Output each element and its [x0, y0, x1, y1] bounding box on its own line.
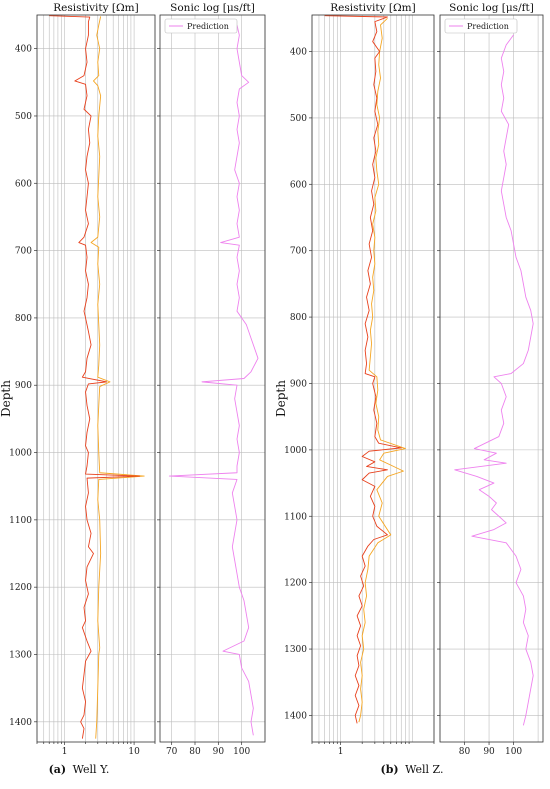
y-tick-label: 1300: [284, 645, 307, 655]
y-tick-label: 900: [290, 379, 307, 389]
panel-well-z-resistivity: Resistivity [Ωm]140050060070080090010001…: [274, 2, 435, 757]
panel-title: Sonic log [μs/ft]: [449, 2, 534, 14]
panel-title: Resistivity [Ωm]: [330, 2, 415, 14]
y-tick-label: 500: [15, 112, 32, 122]
y-tick-label: 1000: [284, 446, 307, 456]
panel-title: Resistivity [Ωm]: [53, 2, 138, 14]
y-tick-label: 400: [290, 48, 307, 58]
x-tick-label: 1: [62, 747, 68, 757]
x-tick-label: 1: [338, 747, 344, 757]
y-tick-label: 1400: [9, 718, 32, 728]
panel-frame: [311, 14, 435, 743]
y-tick-label: 400: [15, 45, 32, 55]
y-tick-label: 1200: [284, 579, 307, 589]
panel-well-y-sonic: Sonic log [μs/ft] 70 80 90 100 Prediction: [157, 2, 266, 757]
y-tick-label: 600: [15, 179, 32, 189]
panel-well-z-sonic: Sonic log [μs/ft] 80 90 100 Prediction: [437, 2, 544, 757]
y-axis-label: Depth: [274, 380, 288, 417]
y-tick-label: 1300: [9, 650, 32, 660]
panel-well-y-resistivity: Resistivity [Ωm] 1 10 400 500 600 700 800 900 100…: [0, 2, 156, 757]
caption-a-text: Well Y.: [73, 763, 110, 776]
y-tick-label: 1000: [9, 449, 32, 459]
legend-label: Prediction: [467, 22, 509, 31]
x-tick-label: 10: [128, 747, 140, 757]
y-tick-label: 1100: [9, 516, 32, 526]
y-tick-label: 900: [15, 381, 32, 391]
x-tick-label: 80: [459, 747, 471, 757]
series-line-0: [168, 24, 259, 736]
caption-a-label: (a): [49, 763, 67, 776]
y-tick-label: 600: [290, 180, 307, 190]
x-tick-label: 100: [505, 747, 522, 757]
x-tick-label: 70: [166, 747, 178, 757]
legend-box: [164, 18, 238, 34]
panel-frame: [439, 14, 544, 743]
y-tick-label: 800: [15, 314, 32, 324]
series-line-1: [49, 15, 141, 739]
caption-b: (b) Well Z.: [380, 763, 443, 776]
x-tick-label: 100: [233, 747, 250, 757]
y-tick-label: 1200: [9, 583, 32, 593]
x-tick-label: 90: [213, 747, 225, 757]
y-tick-label: 1100: [284, 512, 307, 522]
y-tick-label: 700: [15, 247, 32, 257]
y-tick-label: 1400: [284, 711, 307, 721]
series-line-0: [358, 17, 406, 723]
legend-label: Prediction: [187, 22, 229, 31]
series-line-0: [90, 16, 145, 739]
panel-frame: [159, 14, 266, 743]
series-line-0: [454, 34, 534, 726]
panels-layer: Resistivity [Ωm] 1 10 400 500 600 700 800 900 100…: [0, 2, 544, 757]
legend-box: [444, 18, 518, 34]
y-axis-label: Depth: [0, 380, 13, 417]
caption-a: (a) Well Y.: [49, 763, 110, 776]
y-tick-label: 800: [290, 313, 307, 323]
x-tick-label: 80: [189, 747, 201, 757]
y-tick-label: 700: [290, 247, 307, 257]
caption-b-label: (b): [380, 763, 398, 776]
caption-b-text: Well Z.: [405, 763, 443, 776]
y-tick-label: 500: [290, 114, 307, 124]
panel-title: Sonic log [μs/ft]: [170, 2, 255, 14]
panel-frame: [36, 14, 156, 743]
x-tick-label: 90: [483, 747, 495, 757]
series-line-1: [324, 15, 402, 724]
